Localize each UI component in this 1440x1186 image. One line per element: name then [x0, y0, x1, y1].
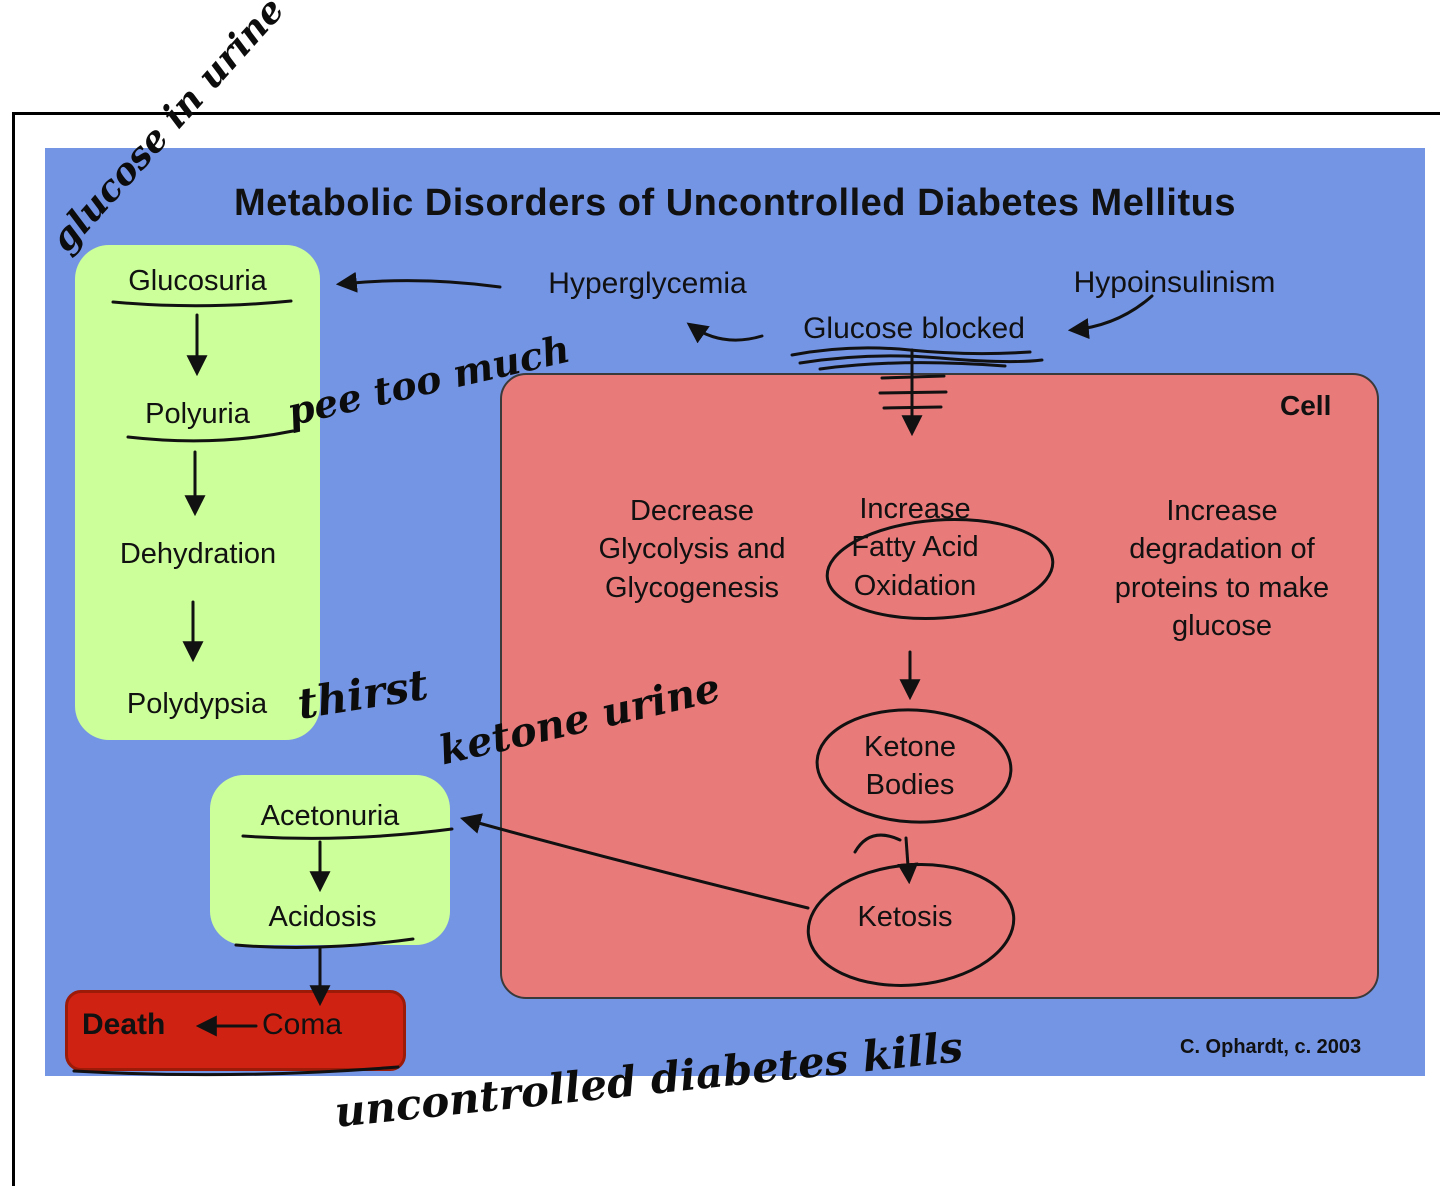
- label-hyperglycemia: Hyperglycemia: [548, 267, 747, 300]
- diagram-title: Metabolic Disorders of Uncontrolled Diab…: [234, 182, 1236, 224]
- node-acidosis: Acidosis: [268, 901, 377, 933]
- label-hypoinsulinism: Hypoinsulinism: [1073, 266, 1276, 299]
- death-box: [65, 990, 406, 1071]
- node-acetonuria: Acetonuria: [260, 800, 400, 832]
- cell-increase-proteins: Increase degradation of proteins to make…: [1114, 495, 1330, 642]
- cell-increase-fatty-acid: Increase Fatty Acid Oxidation: [820, 490, 1010, 605]
- node-ketosis: Ketosis: [857, 901, 953, 933]
- node-polydypsia: Polydypsia: [126, 688, 268, 720]
- node-ketone-bodies: Ketone Bodies: [864, 731, 956, 802]
- credit-text: C. Ophardt, c. 2003: [1180, 1036, 1362, 1058]
- acid-flow-box: [210, 775, 450, 945]
- cell-label: Cell: [1280, 390, 1332, 421]
- increase-head: Increase: [859, 493, 971, 525]
- node-glucosuria: Glucosuria: [128, 265, 267, 297]
- urine-flow-box: [75, 245, 320, 740]
- node-coma: Coma: [262, 1008, 343, 1041]
- node-polyuria: Polyuria: [145, 398, 250, 430]
- cell-decrease-glycolysis: Decrease Glycolysis and Glycogenesis: [598, 495, 786, 604]
- label-glucose-blocked: Glucose blocked: [803, 312, 1025, 345]
- fatty-acid-oxidation: Fatty Acid Oxidation: [851, 531, 979, 602]
- node-death: Death: [82, 1008, 166, 1041]
- node-dehydration: Dehydration: [119, 538, 277, 570]
- page-frame: [12, 112, 1440, 1186]
